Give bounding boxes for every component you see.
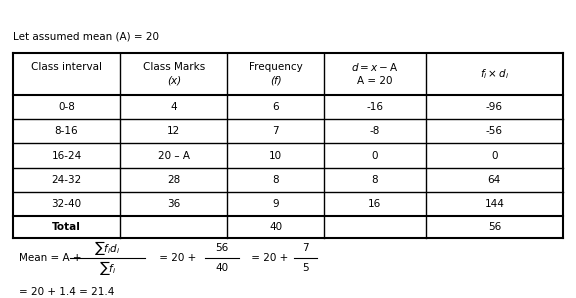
Text: 9: 9 xyxy=(272,199,279,209)
Text: 64: 64 xyxy=(488,175,501,185)
Text: 0: 0 xyxy=(372,150,378,161)
Text: 36: 36 xyxy=(167,199,180,209)
Text: -16: -16 xyxy=(366,102,383,112)
Text: Class Marks: Class Marks xyxy=(143,62,205,72)
Text: 32-40: 32-40 xyxy=(51,199,82,209)
Text: (x): (x) xyxy=(166,76,181,86)
Text: = 20 + 1.4 = 21.4: = 20 + 1.4 = 21.4 xyxy=(18,288,114,297)
Text: Total: Total xyxy=(52,222,81,232)
Text: 20 – A: 20 – A xyxy=(158,150,190,161)
Text: 16-24: 16-24 xyxy=(51,150,82,161)
Text: 0: 0 xyxy=(491,150,498,161)
Text: 16: 16 xyxy=(368,199,381,209)
Text: $d = x - \mathrm{A}$: $d = x - \mathrm{A}$ xyxy=(351,60,398,73)
Text: 12: 12 xyxy=(167,126,180,136)
Text: 40: 40 xyxy=(269,222,282,232)
Text: 56: 56 xyxy=(488,222,501,232)
Text: -96: -96 xyxy=(486,102,503,112)
Text: 56: 56 xyxy=(215,243,229,253)
Text: (f): (f) xyxy=(270,76,282,86)
Text: Mean = A +: Mean = A + xyxy=(18,253,84,263)
Text: A = 20: A = 20 xyxy=(357,76,392,86)
Text: Class interval: Class interval xyxy=(31,62,102,72)
Text: 7: 7 xyxy=(302,243,309,253)
Text: 40: 40 xyxy=(215,263,229,273)
Text: $\sum f_i d_i$: $\sum f_i d_i$ xyxy=(94,239,120,257)
Text: 24-32: 24-32 xyxy=(51,175,82,185)
Text: 8: 8 xyxy=(272,175,279,185)
Text: 8-16: 8-16 xyxy=(55,126,78,136)
Text: Frequency: Frequency xyxy=(249,62,302,72)
Text: $\sum f_i$: $\sum f_i$ xyxy=(98,259,116,277)
Text: $f_i \times d_i$: $f_i \times d_i$ xyxy=(480,67,509,81)
Text: 4: 4 xyxy=(170,102,177,112)
Text: 7: 7 xyxy=(272,126,279,136)
Text: 144: 144 xyxy=(484,199,505,209)
Text: 8: 8 xyxy=(372,175,378,185)
Text: 6: 6 xyxy=(272,102,279,112)
Text: 0-8: 0-8 xyxy=(58,102,75,112)
Text: 28: 28 xyxy=(167,175,180,185)
Text: 5: 5 xyxy=(302,263,309,273)
Text: = 20 +: = 20 + xyxy=(248,253,291,263)
Text: -56: -56 xyxy=(486,126,503,136)
Text: Let assumed mean (A) = 20: Let assumed mean (A) = 20 xyxy=(13,32,159,41)
Text: = 20 +: = 20 + xyxy=(156,253,200,263)
Text: -8: -8 xyxy=(369,126,380,136)
Text: 10: 10 xyxy=(269,150,282,161)
